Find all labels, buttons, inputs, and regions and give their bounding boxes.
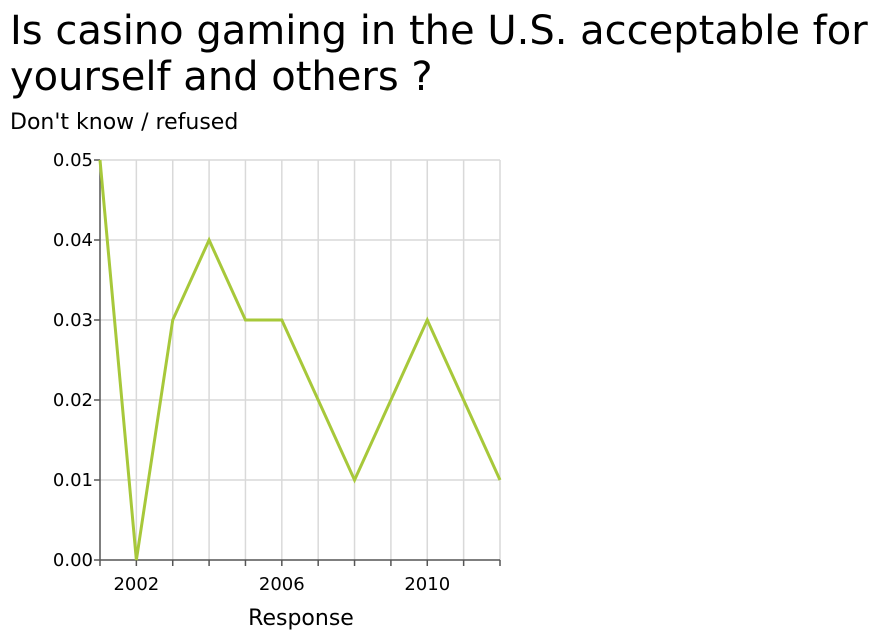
y-tick-label: 0.03 [53,310,93,331]
x-tick-label: 2002 [113,574,159,595]
y-tick-label: 0.05 [53,150,93,171]
y-tick-label: 0.04 [53,230,93,251]
axis-layer [94,159,501,566]
series-layer [98,159,502,561]
x-tick-label: 2006 [259,574,305,595]
x-tick-label: 2010 [404,574,450,595]
series-line [98,159,502,561]
grid-layer [100,159,501,560]
chart-title: Is casino gaming in the U.S. acceptable … [10,8,868,100]
y-tick-label: 0.02 [53,390,93,411]
y-tick-label: 0.01 [53,470,93,491]
label-layer: 2002 2006 2010 0.00 0.01 0.02 0.03 0.04 0.05 [53,150,450,595]
y-axis-label: Don't know / refused [10,110,239,135]
x-axis-label: Response [248,606,354,631]
y-tick-label: 0.00 [53,550,93,571]
